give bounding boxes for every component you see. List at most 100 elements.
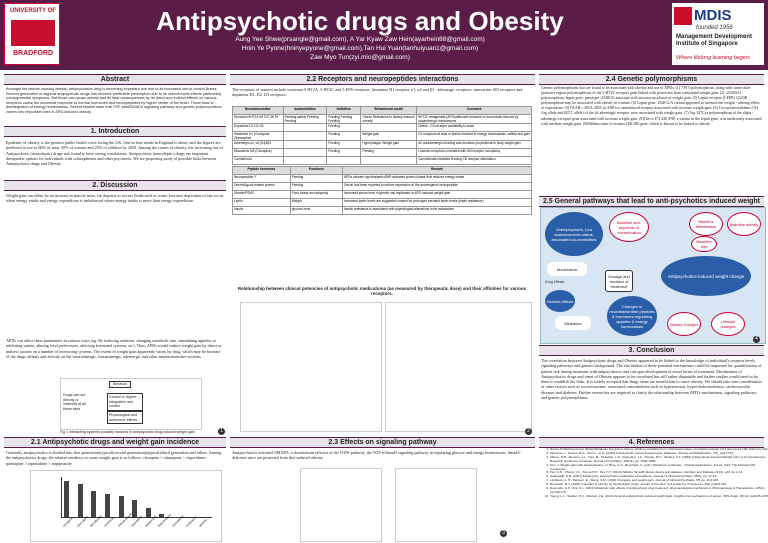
reference-item: Young, L.L., Stalder, R.C., Mitchell, J.… — [550, 494, 768, 499]
receptors-text: The receptors of interest include seroto… — [232, 87, 523, 98]
bar-fluphenazine — [159, 513, 165, 517]
table-cell: Increased leptin levels are suggested ca… — [341, 198, 533, 207]
authors-line-1: Aung Yee Shwe(prsangle@gmail.com), A Yar… — [235, 36, 485, 43]
bar-clozapine — [64, 481, 69, 517]
table-cell — [360, 123, 418, 132]
section-antipsychotic: 2.1 Antipsychotic drugs and weight gain … — [4, 437, 226, 448]
table-cell: Weight — [289, 198, 343, 207]
table-cell: Neuropeptide Y — [232, 174, 291, 183]
table-cell: Ghrelin/PSMC — [232, 190, 291, 199]
table-cell: Insulin — [232, 206, 291, 215]
signaling-text: Antipsychotics activated SMAD3, a downst… — [232, 450, 521, 461]
badge-1: 1 — [218, 428, 225, 435]
mdis-name: MDIS — [694, 7, 732, 24]
table-cell: Feeding satiety Feeding Feeding — [282, 114, 328, 124]
bar-label: clozapine — [62, 516, 74, 528]
table-cell: Dopamine D1 D2 D3 — [232, 123, 284, 132]
table-cell: α1-noradrenergic blocking was increase p… — [416, 140, 532, 149]
bar-olanzapine — [77, 483, 83, 517]
table-row: Insulin glucose level Insulin resistance i… — [232, 206, 533, 215]
table-row: Cannabinoid Cannabinoid-mediated feeding … — [232, 156, 532, 165]
table-cell: Adrenergic α1, α2 β1β2β3 — [232, 140, 284, 149]
reference-item: Tarricone, I., Casoni, B.G., Neri,C., et… — [550, 451, 768, 456]
table-cell: Orexin has been reported to reduce expre… — [341, 182, 533, 191]
table-cell: Lowered receptors correlated with M3 rec… — [416, 148, 532, 157]
table-cell — [282, 156, 328, 165]
reference-item: Tan, C.H., Chong, Y.C., Tan, E.H.P., Tan… — [550, 471, 768, 475]
table-cell: Feeding — [326, 131, 362, 141]
header-banner: UNIVERSITY OF BRADFORD Antipsychotic dru… — [0, 0, 768, 70]
diagram-node-dietary-changes: Dietary changes — [667, 312, 701, 336]
table-row: Muscarinic M3 (Clozapine) Feeding Feeding L… — [232, 148, 532, 157]
diagram-node-neurotransmitter: Changes in neurotransmitter peptides & h… — [607, 296, 657, 336]
signaling-figure-b — [395, 468, 477, 542]
table-row: Neuropeptide Y Feeding APDs activate hypot… — [232, 174, 533, 183]
crest-icon — [11, 20, 55, 46]
section-abstract: Abstract — [4, 74, 226, 85]
introduction-text: Epidemic of obesity is the greatest publ… — [6, 140, 223, 167]
diagram-node-drug-effects: Drug effects — [545, 280, 565, 284]
bar-label: placebo — [198, 517, 209, 528]
badge-3: 3 — [500, 530, 507, 537]
table-cell — [360, 156, 418, 165]
diagram-node-center: Antipsychotics-induced weight change — [661, 256, 751, 296]
table-header-cell: Comment — [416, 106, 532, 115]
bar-sertindole — [104, 493, 110, 517]
table-cell: glucose level — [289, 206, 343, 215]
table-header-cell: Peptide hormones — [232, 166, 291, 175]
table-cell: Food intake and adiposity — [289, 190, 343, 199]
diagram-node-baseline-antipsychotic: Baseline anti-psychotic & comedication — [609, 212, 649, 242]
table-header-cell: Neurotransmitter — [232, 106, 284, 115]
table-cell: Increased serum level of ghrelin has imp… — [341, 190, 533, 199]
section-discussion: 2. Discussion — [4, 180, 226, 191]
figure-1: Behavior Drugs can act directly or indir… — [60, 378, 202, 430]
table-cell: Muscarinic M3 (Clozapine) — [232, 148, 284, 157]
reference-item: Kim, J. Weight gain with antipsychotics.… — [550, 463, 768, 472]
diagram-node-diet: Baseline diet — [691, 236, 717, 252]
table-cell: Insulin resistance is associated with ph… — [341, 206, 533, 215]
pathway-diagram: Unemployment, Low socioeconomic status, … — [540, 207, 766, 344]
badge-4: 4 — [753, 336, 760, 343]
table-cell: H1 receptors at area of brains involved … — [416, 131, 532, 141]
section-genetic: 2.4 Genetic polymorphisms — [539, 74, 764, 85]
fig1-physiological: Physiological and autonomic effects — [107, 411, 143, 424]
table-cell — [282, 140, 328, 149]
diagram-node-moderators: Moderators — [547, 262, 587, 276]
mdis-founded: founded 1956 — [696, 25, 733, 31]
table-cell: Feeding Feeding Feeding — [326, 114, 362, 124]
logo-text-top: UNIVERSITY OF — [10, 8, 56, 14]
reference-item: Reynolds, G.P., Kirk, S.L. (2010) Metabo… — [550, 486, 768, 495]
table-header-cell: Autoinhibition — [282, 106, 328, 115]
reference-item: Saeleeklik, S.M. (2007) Existing the ant… — [550, 474, 768, 479]
reference-item: Lindstrom, L.H., Persson, E., Wong, S.M.… — [550, 478, 768, 483]
diagram-node-dosage: Dosage and duration of treatment — [605, 270, 633, 292]
table-header-cell: Functions — [289, 166, 343, 175]
bar-haloperidol — [145, 508, 151, 517]
fig1-left: Drugs can act directly or indirectly at … — [63, 393, 86, 411]
receptor-table: Neurotransmitter Autoinhibition Inhibition… — [232, 106, 533, 215]
section-introduction: 1. Introduction — [4, 126, 226, 137]
diagram-node-metabolism: Baseline Metabolism — [689, 212, 723, 236]
section-conclusion: 3. Conclusion — [539, 345, 764, 356]
table-cell: Hyperphagia, Weight gain — [360, 140, 418, 149]
table-cell: Leptin — [232, 198, 291, 207]
reference-item: Bernstein, M.J. (1987) Induction of obes… — [550, 482, 768, 487]
mdis-institute: Management Development Institute of Sing… — [676, 34, 753, 47]
fig1-caption: Fig 1 Interacting systems possibly invol… — [60, 430, 195, 434]
reference-item: Nature Publishing Group (2012) Metabolic… — [550, 447, 768, 452]
table-cell: Obese - D2 receptor availability is lowe… — [416, 123, 532, 132]
section-signaling: 2.3 Effects on signaling pathway — [230, 437, 535, 448]
mdis-mark-icon — [674, 7, 692, 25]
mdis-logo: MDIS founded 1956 Management Development… — [672, 3, 764, 65]
bar-thioridazine — [91, 491, 97, 517]
diagram-node-mediation: Mediation — [555, 316, 591, 330]
table-row: Dopamine D1 D2 D3 Feeding Obese - D2 recep… — [232, 123, 532, 132]
graph-left — [240, 302, 382, 432]
table-cell: Feeding — [289, 174, 343, 183]
table-row: Histamine H1 (Clozapine, Olanzapine) Feed… — [232, 131, 532, 141]
signaling-figure-a — [300, 468, 382, 542]
table-cell: Weight gain — [360, 131, 418, 141]
table-header-cell: Behavioural model — [360, 106, 418, 115]
bar-label: sertindole — [102, 515, 115, 528]
authors-block: Aung Yee Shwe(prsangle@gmail.com), A Yar… — [70, 35, 650, 62]
